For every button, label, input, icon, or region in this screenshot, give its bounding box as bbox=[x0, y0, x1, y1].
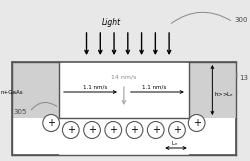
Circle shape bbox=[168, 122, 185, 138]
Bar bbox=[59, 118, 189, 155]
Text: L$_n$: L$_n$ bbox=[171, 139, 179, 148]
Text: +: + bbox=[193, 118, 201, 128]
Circle shape bbox=[84, 122, 100, 138]
Text: h>>L$_n$: h>>L$_n$ bbox=[214, 90, 234, 99]
Text: +: + bbox=[152, 125, 160, 135]
Text: 1.1 nm/s: 1.1 nm/s bbox=[142, 84, 167, 89]
Circle shape bbox=[188, 114, 205, 132]
Text: +: + bbox=[88, 125, 96, 135]
Text: 14 nm/s: 14 nm/s bbox=[111, 74, 136, 79]
Circle shape bbox=[62, 122, 79, 138]
Circle shape bbox=[148, 122, 164, 138]
Text: Light: Light bbox=[102, 18, 121, 27]
Circle shape bbox=[126, 122, 143, 138]
Text: 305: 305 bbox=[14, 109, 27, 115]
Bar bbox=[12, 62, 236, 155]
Text: 300: 300 bbox=[234, 17, 247, 23]
Text: 1.1 nm/s: 1.1 nm/s bbox=[83, 84, 108, 89]
Circle shape bbox=[43, 114, 59, 132]
Text: 13: 13 bbox=[239, 75, 248, 81]
Text: n+GaAs: n+GaAs bbox=[1, 90, 24, 95]
Text: +: + bbox=[109, 125, 117, 135]
Text: +: + bbox=[67, 125, 75, 135]
Polygon shape bbox=[12, 62, 59, 118]
Text: +: + bbox=[173, 125, 181, 135]
Circle shape bbox=[105, 122, 122, 138]
Text: +: + bbox=[130, 125, 138, 135]
Text: +: + bbox=[47, 118, 55, 128]
Polygon shape bbox=[189, 62, 236, 118]
